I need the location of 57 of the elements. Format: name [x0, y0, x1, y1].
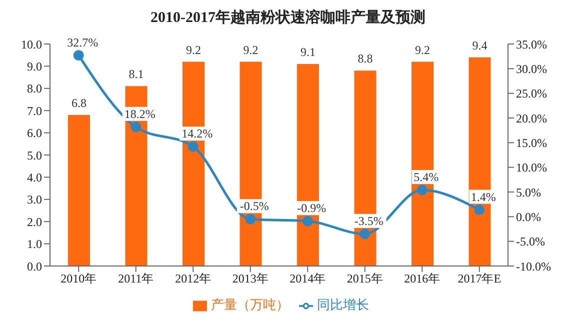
- data-label: 8.1: [128, 67, 144, 82]
- y-tick-label: 7.0: [27, 104, 42, 118]
- y-tick-label: 9.0: [27, 59, 42, 74]
- y-tick-label: 0.0: [27, 259, 42, 274]
- x-tick-label: 2012年: [175, 272, 212, 286]
- y2-tick-label: 5.0%: [516, 185, 541, 200]
- data-label: -0.5%: [240, 199, 269, 214]
- chart-title: 2010-2017年越南粉状速溶咖啡产量及预测: [150, 8, 426, 28]
- legend-label: 产量（万吨）: [211, 297, 289, 312]
- point: [416, 184, 428, 196]
- y2-tick-label: 25.0%: [516, 86, 547, 101]
- point: [474, 204, 485, 216]
- data-label: 9.2: [243, 42, 258, 57]
- data-label: 32.7%: [67, 35, 98, 50]
- y2-tick-label: 10.0%: [516, 160, 547, 175]
- data-label: 5.4%: [414, 170, 439, 184]
- point: [188, 141, 198, 152]
- point: [130, 122, 142, 132]
- y-tick-label: 5.0: [27, 148, 42, 162]
- bar: [68, 115, 90, 266]
- y-tick-label: 1.0: [27, 237, 42, 252]
- data-label: 8.8: [358, 52, 373, 66]
- data-label: 18.2%: [124, 106, 156, 121]
- data-label: 14.2%: [182, 126, 213, 141]
- data-label: -0.9%: [297, 201, 326, 216]
- legend-label: 同比增长: [317, 297, 369, 312]
- data-label: 1.4%: [470, 190, 496, 204]
- y-tick-label: 10.0: [21, 37, 42, 52]
- y2-tick-label: -5.0%: [516, 234, 545, 249]
- y-tick-label: 6.0: [27, 126, 42, 140]
- point: [73, 50, 84, 61]
- y-tick-label: 3.0: [27, 192, 42, 207]
- data-label: 9.2: [415, 42, 430, 57]
- y2-tick-label: 0.0%: [516, 210, 541, 224]
- data-label: -3.5%: [354, 214, 384, 228]
- x-tick-label: 2011年: [118, 272, 154, 286]
- data-label: 9.2: [186, 42, 201, 57]
- data-label: 9.4: [472, 38, 488, 52]
- x-tick-label: 2015年: [346, 272, 383, 286]
- data-label: 6.8: [72, 96, 86, 110]
- x-tick-label: 2014年: [290, 272, 326, 286]
- y2-tick-label: 30.0%: [516, 62, 547, 76]
- point: [245, 214, 256, 224]
- point: [360, 228, 370, 240]
- x-tick-label: 2010年: [60, 272, 97, 286]
- y2-tick-label: 35.0%: [516, 37, 547, 52]
- y-tick-label: 8.0: [27, 82, 42, 96]
- y2-tick-label: 20.0%: [516, 111, 547, 126]
- y2-tick-label: -10.0%: [516, 259, 551, 274]
- y-tick-label: 2.0: [27, 214, 42, 229]
- y-tick-label: 4.0: [27, 170, 42, 184]
- x-tick-label: 2013年: [232, 272, 268, 286]
- y2-tick-label: 15.0%: [516, 136, 547, 150]
- x-tick-label: 2016年: [404, 272, 440, 286]
- data-label: 9.1: [300, 44, 316, 59]
- x-tick-label: 2017年E: [458, 272, 502, 286]
- point: [302, 216, 313, 226]
